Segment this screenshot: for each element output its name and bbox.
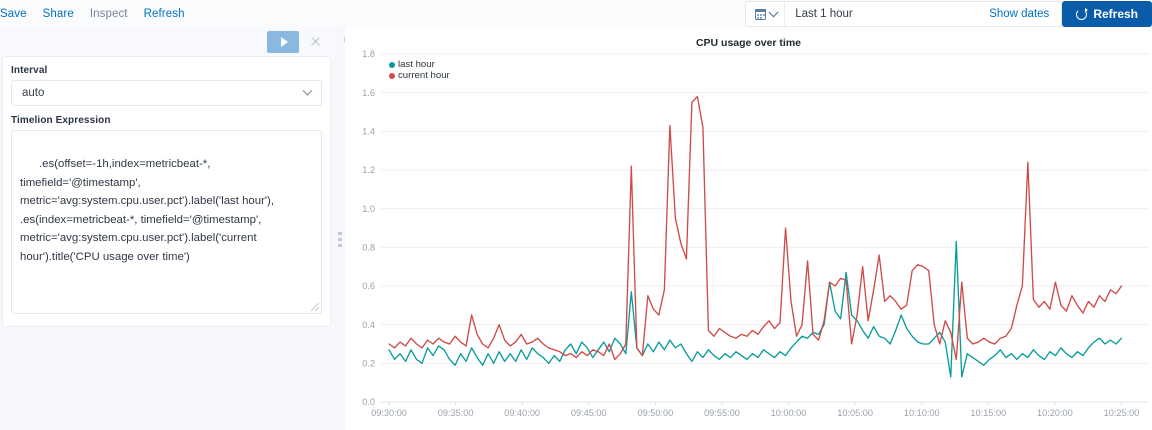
close-editor-button[interactable]: [299, 31, 331, 53]
legend-color-dot: [389, 73, 395, 80]
expression-label: Timelion Expression: [11, 115, 111, 126]
chart-legend: last hour current hour: [389, 59, 450, 82]
close-icon: [310, 36, 321, 47]
refresh-icon: [1076, 7, 1089, 20]
y-axis-tick-label: 0.4: [362, 320, 375, 330]
y-axis-tick-label: 1.4: [362, 127, 375, 137]
cpu-usage-line-chart[interactable]: 0.00.20.40.60.81.01.21.41.61.8 09:30:00 0…: [345, 27, 1152, 430]
chevron-down-icon: [768, 6, 779, 17]
panel-splitter[interactable]: [337, 27, 345, 430]
nav-link-save[interactable]: Save: [0, 7, 27, 20]
expression-editor-panel: Interval auto Timelion Expression .es(of…: [0, 27, 337, 430]
time-picker-cluster: Last 1 hour Show dates Refresh: [745, 1, 1152, 27]
x-axis-tick-label: 10:00:00: [771, 408, 807, 418]
legend-item-0[interactable]: last hour: [389, 59, 450, 71]
x-axis-tick-label: 09:55:00: [704, 408, 740, 418]
x-axis-tick-label: 09:50:00: [637, 408, 673, 418]
legend-label: last hour: [398, 59, 435, 70]
expression-text: .es(offset=-1h,index=metricbeat-*, timef…: [20, 158, 278, 263]
x-axis-tick-label: 10:15:00: [970, 408, 1006, 418]
y-axis-tick-label: 0.6: [362, 281, 375, 291]
y-axis-tick-label: 1.0: [362, 204, 375, 214]
legend-item-1[interactable]: current hour: [389, 69, 450, 82]
series-line-last-hour: [388, 240, 1123, 378]
editor-card: Interval auto Timelion Expression .es(of…: [2, 56, 331, 328]
interval-value: auto: [22, 87, 45, 99]
nav-link-refresh[interactable]: Refresh: [143, 7, 185, 20]
show-dates-button[interactable]: Show dates: [989, 8, 1050, 20]
calendar-icon: [755, 8, 767, 20]
y-axis-tick-label: 1.2: [362, 165, 375, 175]
y-axis-tick-label: 0.2: [362, 359, 375, 369]
nav-link-share[interactable]: Share: [42, 7, 74, 20]
x-axis-tick-label: 10:25:00: [1104, 408, 1140, 418]
y-axis-tick-label: 0.0: [362, 397, 375, 407]
timelion-expression-input[interactable]: .es(offset=-1h,index=metricbeat-*, timef…: [11, 130, 322, 315]
y-axis-ticks: 0.0 0.2 0.4 0.6 0.8 1.0 1.2 1.4 1.6 1.8: [362, 49, 375, 407]
x-axis-tick-label: 09:40:00: [504, 408, 540, 418]
date-picker-toggle[interactable]: [746, 2, 786, 26]
x-axis-tick-label: 10:05:00: [837, 408, 873, 418]
nav-links: Save Share Inspect Refresh: [0, 8, 185, 20]
chart-series: [388, 95, 1123, 378]
chevron-down-icon: [302, 85, 313, 96]
refresh-button-label: Refresh: [1093, 7, 1138, 21]
y-axis-tick-label: 1.6: [362, 88, 375, 98]
play-icon: [280, 36, 288, 47]
time-picker-box: Last 1 hour Show dates: [745, 1, 1063, 27]
chart-title: CPU usage over time: [695, 37, 802, 49]
nav-link-inspect[interactable]: Inspect: [89, 7, 128, 20]
drag-handle-icon[interactable]: [338, 232, 342, 247]
series-line-current-hour: [388, 95, 1123, 361]
legend-color-dot: [389, 62, 395, 69]
legend-label: current hour: [398, 69, 450, 81]
x-axis-tick-label: 09:35:00: [438, 408, 474, 418]
x-axis-tick-label: 10:20:00: [1037, 408, 1073, 418]
y-axis-tick-label: 1.8: [362, 49, 375, 59]
interval-select[interactable]: auto: [11, 80, 322, 106]
x-axis-tick-label: 10:10:00: [904, 408, 940, 418]
x-axis-ticks: 09:30:00 09:35:00 09:40:00 09:45:00 09:50:00…: [371, 401, 1148, 418]
editor-toolbar: [0, 27, 337, 56]
x-axis-tick-label: 09:45:00: [571, 408, 607, 418]
x-axis-tick-label: 09:30:00: [371, 408, 407, 418]
chart-panel: CPU usage over time 0.0 0.2 0.4 0.6 0.8 1.0 1.…: [345, 27, 1152, 430]
resize-handle-icon[interactable]: [311, 303, 319, 312]
time-range-value[interactable]: Last 1 hour: [795, 8, 853, 20]
y-axis-tick-label: 0.8: [362, 243, 375, 253]
interval-label: Interval: [11, 65, 48, 76]
run-expression-button[interactable]: [267, 30, 299, 53]
refresh-button[interactable]: Refresh: [1062, 1, 1152, 27]
